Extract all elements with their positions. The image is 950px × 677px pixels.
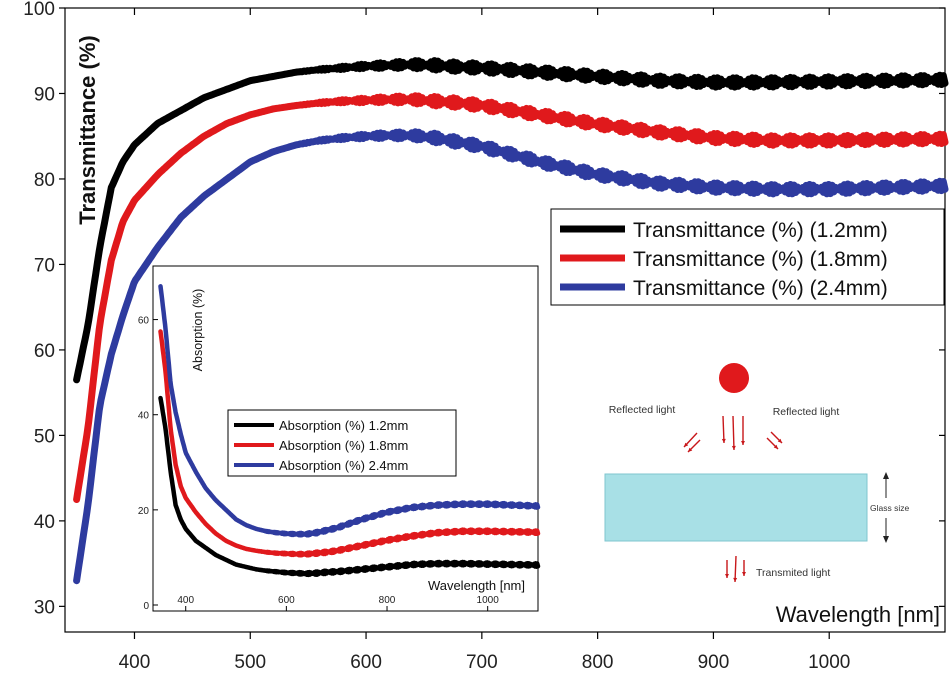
absorption-inset: 400 600 800 1000 0 20 40 60 Wavelength [nm] Absor… [138, 265, 541, 612]
reflected-left-arrow-1-head-icon [684, 442, 689, 447]
reflected-light-right-label: Reflected light [773, 406, 840, 418]
transmitted-arrow-2-head-icon [733, 577, 738, 582]
y-tick-label: 40 [34, 512, 55, 533]
dim-arrow-up-icon [883, 472, 889, 479]
inset-y-tick-label: 0 [143, 601, 149, 612]
y-tick-label: 100 [23, 0, 55, 20]
inset-x-tick-label: 1000 [477, 595, 500, 606]
transmittance-series-1 [73, 57, 949, 384]
main-y-axis-title: Transmittance (%) [75, 35, 100, 225]
reflected-left-arrow-2-head-icon [688, 447, 693, 452]
x-tick-label: 1000 [808, 652, 850, 673]
inset-y-tick-label: 40 [138, 411, 150, 422]
glass-plate [604, 473, 868, 542]
transmittance-series-3 [73, 128, 949, 585]
inset-legend-label: Absorption (%) 1.8mm [279, 438, 408, 453]
main-legend-label: Transmittance (%) (1.2mm) [633, 219, 888, 242]
incident-arrow-2-head-icon [731, 445, 736, 450]
inset-legend: Absorption (%) 1.2mm Absorption (%) 1.8mm… [227, 409, 457, 477]
absorption-series-1 [158, 395, 541, 578]
inset-legend-label: Absorption (%) 1.2mm [279, 418, 408, 433]
transmitted-arrow-2 [734, 555, 737, 583]
x-tick-label: 500 [234, 652, 266, 673]
inset-y-tick-label: 60 [138, 316, 150, 327]
transmittance-series-2 [73, 92, 949, 503]
y-tick-label: 60 [34, 341, 55, 362]
inset-x-axis-title: Wavelength [nm] [428, 578, 525, 593]
main-series-group [73, 57, 949, 585]
incident-arrow-3-head-icon [741, 440, 745, 445]
incident-arrow-1 [722, 415, 725, 444]
inset-series-group [158, 284, 541, 578]
absorption-series-2 [158, 329, 541, 558]
inset-x-tick-label: 800 [379, 595, 396, 606]
inset-y-tick-label: 20 [138, 506, 150, 517]
main-x-axis-title: Wavelength [nm] [776, 602, 940, 627]
y-tick-label: 70 [34, 255, 55, 276]
absorption-series-3 [158, 284, 541, 538]
y-tick-label: 50 [34, 426, 55, 447]
x-tick-label: 800 [582, 652, 614, 673]
reflected-right-arrow-1-head-icon [777, 438, 782, 443]
incident-arrow-2 [732, 415, 735, 451]
main-plot-frame [64, 7, 946, 633]
x-tick-label: 600 [350, 652, 382, 673]
light-path-diagram: Reflected light Reflected light Glass si… [604, 363, 909, 583]
inset-axes: 400 600 800 1000 0 20 40 60 Wavelength [nm] Absor… [138, 289, 525, 612]
incident-arrow-1-head-icon [721, 438, 726, 443]
y-tick-label: 30 [34, 597, 55, 618]
transmitted-arrow-3-head-icon [742, 571, 746, 576]
reflected-light-left-label: Reflected light [609, 404, 676, 416]
main-legend: Transmittance (%) (1.2mm) Transmittance (… [550, 208, 945, 306]
inset-x-tick-label: 600 [278, 595, 295, 606]
y-tick-label: 90 [34, 84, 55, 105]
x-tick-label: 700 [466, 652, 498, 673]
x-tick-label: 900 [698, 652, 730, 673]
transmitted-arrow-1-head-icon [725, 573, 729, 578]
main-legend-label: Transmittance (%) (2.4mm) [633, 277, 888, 300]
inset-y-axis-title: Absorption (%) [191, 289, 205, 372]
y-tick-label: 80 [34, 170, 55, 191]
inset-legend-label: Absorption (%) 2.4mm [279, 458, 408, 473]
inset-x-tick-label: 400 [177, 595, 194, 606]
main-legend-label: Transmittance (%) (1.8mm) [633, 248, 888, 271]
glass-size-label: Glass size [870, 503, 909, 513]
dim-arrow-down-icon [883, 536, 889, 543]
x-tick-label: 400 [119, 652, 151, 673]
light-arrows [683, 415, 783, 583]
reflected-right-arrow-2-head-icon [773, 444, 778, 449]
light-source-ball [719, 363, 749, 393]
main-axes: 400 500 600 700 800 900 100030405060708090100W… [23, 0, 946, 673]
transmitted-light-label: Transmited light [756, 567, 830, 579]
